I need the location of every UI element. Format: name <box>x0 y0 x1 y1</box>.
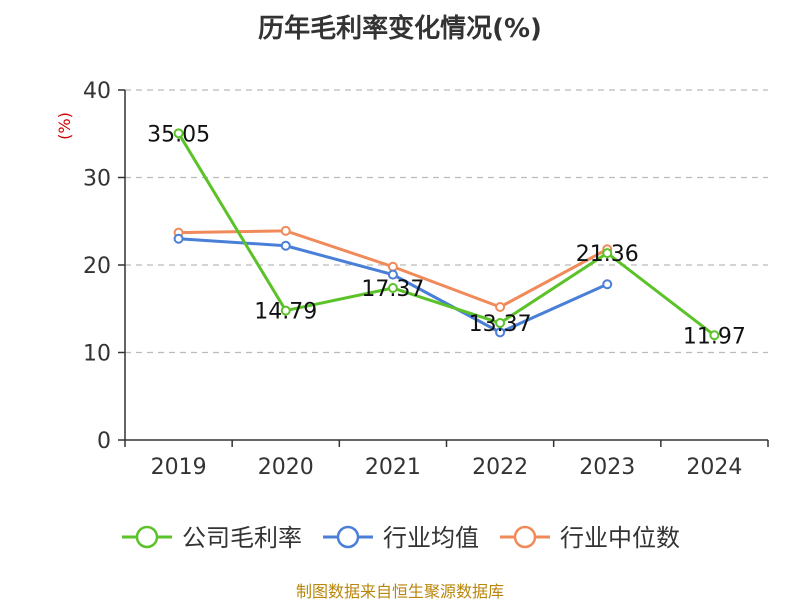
data-label: 35.05 <box>147 122 210 147</box>
data-point <box>280 225 291 236</box>
y-tick-label: 10 <box>83 342 111 367</box>
x-tick-label: 2024 <box>686 455 742 480</box>
series-lines <box>173 128 720 341</box>
data-point <box>495 327 506 338</box>
legend-label: 公司毛利率 <box>182 524 302 552</box>
gridlines <box>125 89 768 354</box>
data-point <box>280 240 291 251</box>
legend-label: 行业中位数 <box>560 524 680 552</box>
x-tick-label: 2022 <box>472 455 528 480</box>
data-labels: 35.05 14.79 17.37 13.37 21.36 11.97 <box>147 122 746 349</box>
data-point <box>387 269 398 280</box>
data-label: 14.79 <box>254 300 317 325</box>
data-point <box>387 261 398 272</box>
legend-marker <box>513 525 537 549</box>
data-point <box>602 279 613 290</box>
legend-marker <box>135 525 159 549</box>
data-point <box>387 283 398 294</box>
y-axis-unit: (%) <box>55 112 74 140</box>
legend-label: 行业均值 <box>383 524 479 552</box>
x-tick-label: 2021 <box>365 455 421 480</box>
data-point <box>173 128 184 139</box>
data-label: 21.36 <box>576 242 639 267</box>
data-point <box>602 248 613 259</box>
data-point <box>280 305 291 316</box>
source-note: 制图数据来自恒生聚源数据库 <box>295 582 504 601</box>
legend-marker <box>336 525 360 549</box>
y-tick-label: 40 <box>83 79 111 104</box>
y-tick-label: 30 <box>83 167 111 192</box>
x-tick-label: 2023 <box>579 455 635 480</box>
axes: (%) 0 10 20 30 40 2019 2020 2021 2022 2023 2024 <box>55 79 769 480</box>
data-label: 13.37 <box>469 312 532 337</box>
x-tick-label: 2020 <box>258 455 314 480</box>
series-line <box>177 132 716 337</box>
legend: 公司毛利率 行业均值 行业中位数 <box>122 524 680 552</box>
data-point <box>173 233 184 244</box>
data-point <box>495 318 506 329</box>
data-point <box>495 302 506 312</box>
data-label: 17.37 <box>361 277 424 302</box>
y-tick-label: 0 <box>97 429 111 454</box>
y-tick-label: 20 <box>83 254 111 279</box>
x-tick-label: 2019 <box>151 455 207 480</box>
data-point <box>709 330 720 341</box>
data-label: 11.97 <box>683 324 746 349</box>
chart-title: 历年毛利率变化情况(%) <box>258 14 542 44</box>
